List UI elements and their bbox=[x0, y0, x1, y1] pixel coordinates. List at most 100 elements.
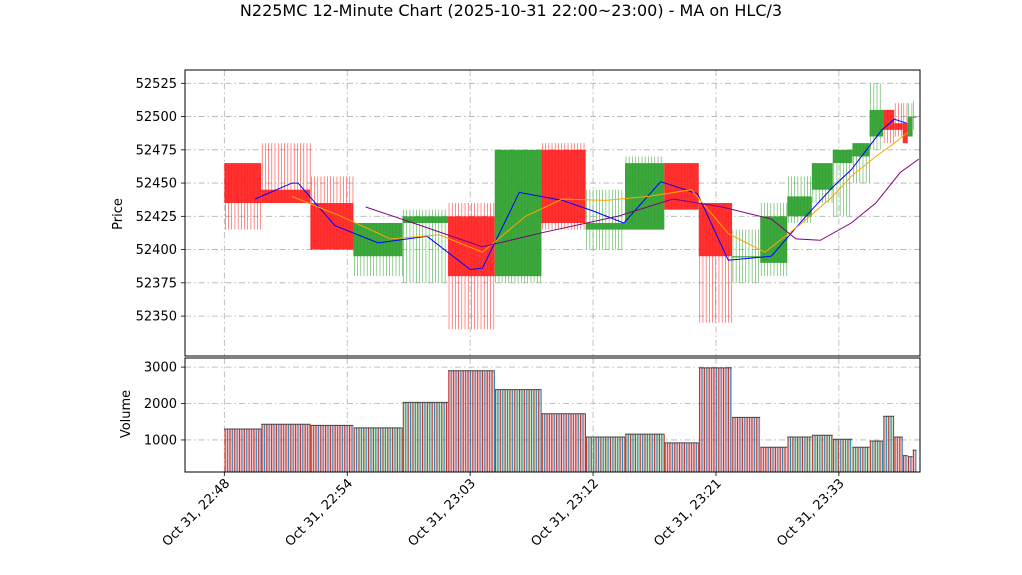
x-tick-label: Oct 31, 23:03 bbox=[406, 476, 479, 549]
volume-tick-label: 1000 bbox=[144, 433, 177, 448]
volume-bar-fill bbox=[907, 456, 913, 472]
volume-bar bbox=[907, 456, 913, 472]
candle-body bbox=[760, 216, 788, 263]
candle bbox=[852, 143, 870, 184]
volume-bar bbox=[883, 415, 895, 472]
candle bbox=[698, 203, 733, 323]
candle bbox=[494, 149, 542, 283]
candle bbox=[912, 100, 917, 130]
volume-bar bbox=[353, 427, 403, 472]
volume-bar-fill bbox=[902, 455, 908, 472]
x-axis: Oct 31, 22:48 Oct 31, 22:54 Oct 31, 23:03 O… bbox=[160, 472, 848, 550]
price-axis-label: Price bbox=[111, 198, 126, 230]
candle-body bbox=[310, 203, 354, 250]
volume-bar bbox=[832, 438, 853, 472]
volume-bar bbox=[224, 428, 262, 472]
candle-body bbox=[448, 216, 495, 277]
volume-bar bbox=[731, 416, 761, 472]
volume-bar bbox=[760, 446, 788, 472]
candle-body bbox=[832, 149, 853, 164]
volume-bar bbox=[894, 436, 903, 472]
chart-title: N225MC 12-Minute Chart (2025-10-31 22:00… bbox=[240, 1, 782, 20]
x-tick-label: Oct 31, 23:21 bbox=[651, 476, 724, 549]
candle bbox=[811, 163, 833, 204]
volume-bar bbox=[912, 449, 917, 472]
x-tick-label: Oct 31, 23:33 bbox=[774, 476, 847, 549]
volume-bar bbox=[310, 424, 354, 472]
price-tick-label: 52500 bbox=[136, 110, 177, 125]
candle bbox=[869, 83, 884, 150]
candle-body bbox=[731, 256, 761, 258]
candle bbox=[625, 156, 665, 230]
volume-tick-label: 2000 bbox=[144, 397, 177, 412]
candle-body bbox=[811, 163, 833, 190]
candles bbox=[224, 83, 917, 330]
x-tick-label: Oct 31, 23:12 bbox=[528, 476, 601, 549]
candle bbox=[402, 209, 449, 283]
candle-body bbox=[852, 143, 870, 157]
candle bbox=[224, 163, 262, 230]
ma-line-ma_long bbox=[365, 158, 920, 248]
candle bbox=[902, 103, 908, 144]
volume-bar bbox=[585, 436, 626, 472]
volume-bar bbox=[902, 455, 908, 472]
candle-body bbox=[912, 116, 917, 118]
volume-bar bbox=[625, 433, 665, 472]
price-tick-label: 52350 bbox=[136, 310, 177, 325]
volume-bar bbox=[494, 389, 542, 472]
candle bbox=[907, 103, 913, 137]
price-tick-label: 52425 bbox=[136, 210, 177, 225]
x-tick-label: Oct 31, 22:54 bbox=[283, 476, 356, 549]
volume-tick-label: 3000 bbox=[144, 361, 177, 376]
volume-bar bbox=[787, 436, 812, 472]
candle bbox=[585, 189, 626, 250]
volume-bar bbox=[811, 434, 833, 472]
candle-body bbox=[541, 149, 586, 223]
candle bbox=[883, 109, 895, 144]
volume-bar bbox=[261, 423, 311, 472]
candle bbox=[448, 203, 495, 330]
candle-body bbox=[698, 203, 732, 257]
volume-bar bbox=[664, 442, 700, 472]
candle bbox=[541, 143, 586, 230]
candle-body bbox=[883, 109, 895, 130]
volume-bars bbox=[224, 367, 917, 472]
candle-body bbox=[902, 123, 908, 144]
price-tick-label: 52375 bbox=[136, 276, 177, 291]
price-frame bbox=[184, 69, 921, 357]
candle bbox=[261, 143, 311, 204]
candle bbox=[731, 229, 761, 283]
candle-body bbox=[494, 149, 542, 277]
candle-body bbox=[224, 163, 262, 204]
volume-bar bbox=[698, 367, 732, 472]
volume-axis-label: Volume bbox=[119, 390, 134, 438]
candle-body bbox=[585, 222, 626, 230]
volume-bar-fill bbox=[894, 437, 903, 472]
volume-bar bbox=[448, 370, 495, 472]
candle-body bbox=[869, 109, 884, 137]
volume-bar bbox=[541, 413, 586, 472]
volume-bar-fill bbox=[912, 450, 917, 472]
volume-bar-fill bbox=[760, 447, 788, 472]
candle-body bbox=[907, 116, 913, 137]
price-tick-label: 52475 bbox=[136, 143, 177, 158]
candle-body bbox=[353, 222, 403, 257]
volume-panel: 1000 2000 3000 bbox=[144, 357, 921, 473]
candle-body bbox=[787, 196, 812, 217]
ma-line-ma_short bbox=[254, 118, 907, 271]
candle bbox=[760, 203, 788, 277]
candle-body bbox=[402, 216, 449, 223]
price-tick-label: 52525 bbox=[136, 77, 177, 92]
x-tick-label: Oct 31, 22:48 bbox=[160, 476, 233, 549]
ma-line-ma_mid bbox=[291, 132, 909, 253]
candle-body bbox=[261, 189, 311, 204]
candle bbox=[353, 222, 403, 277]
price-tick-label: 52400 bbox=[136, 243, 177, 258]
volume-frame bbox=[184, 357, 921, 473]
price-panel: 52350 52375 52400 52425 52450 52475 52500 52525 bbox=[136, 69, 921, 357]
volume-bar-fill bbox=[310, 425, 354, 472]
candle-body bbox=[894, 123, 903, 130]
candle bbox=[310, 176, 354, 250]
